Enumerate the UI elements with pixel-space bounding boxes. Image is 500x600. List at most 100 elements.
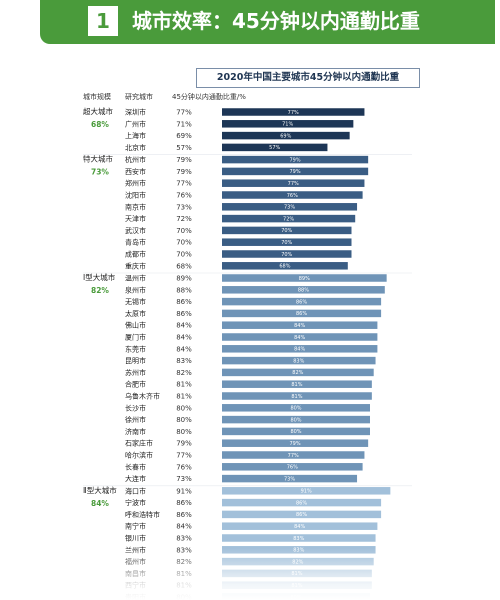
city-label: 宁波市: [125, 498, 146, 507]
bar-data-label: 71%: [282, 122, 293, 128]
city-label: 哈尔滨市: [125, 451, 153, 460]
city-label: 乌鲁木齐市: [125, 392, 160, 401]
bar: [222, 179, 365, 187]
city-label: 武汉市: [125, 226, 146, 235]
bar: [222, 463, 363, 471]
value-label: 70%: [176, 239, 192, 247]
column-header-city: 研究城市: [125, 92, 153, 101]
value-label: 82%: [176, 369, 192, 377]
bar: [222, 297, 382, 306]
city-label: 银川市: [125, 534, 146, 543]
bar: [222, 191, 363, 199]
bar-data-label: 84%: [294, 524, 305, 530]
bar: [222, 487, 391, 495]
bar: [222, 392, 372, 400]
bar: [222, 120, 354, 128]
bar-data-label: 77%: [288, 181, 299, 187]
bar: [222, 510, 382, 519]
value-label: 70%: [176, 227, 192, 235]
city-label: 苏州市: [125, 368, 146, 377]
bar-data-label: 79%: [290, 441, 301, 447]
bar-data-label: 68%: [279, 264, 290, 270]
city-label: 石家庄市: [125, 439, 153, 448]
city-label: 南宁市: [125, 522, 146, 531]
city-label: 厦门市: [125, 333, 146, 342]
value-label: 76%: [176, 192, 192, 200]
value-label: 81%: [176, 570, 192, 578]
bar: [222, 286, 385, 294]
city-label: 上海市: [125, 131, 146, 140]
bar-data-label: 81%: [291, 571, 302, 577]
city-label: 沈阳市: [125, 191, 146, 200]
value-label: 83%: [176, 546, 192, 554]
bar: [222, 226, 352, 235]
city-label: 青岛市: [125, 238, 146, 247]
value-label: 57%: [176, 144, 192, 152]
bar-data-label: 81%: [291, 583, 302, 589]
value-label: 72%: [176, 215, 192, 223]
bar: [222, 155, 369, 164]
value-label: 80%: [176, 416, 192, 424]
tier-share-label: 84%: [91, 499, 109, 508]
bar: [222, 274, 387, 282]
bar-data-label: 83%: [293, 536, 304, 542]
bar-data-label: 70%: [281, 252, 292, 258]
value-label: 77%: [176, 109, 192, 117]
tier-share-label: 73%: [91, 168, 109, 177]
bar: [222, 214, 356, 223]
city-label: 海口市: [125, 486, 146, 495]
city-label: 南京市: [125, 202, 146, 211]
value-label: 86%: [176, 310, 192, 318]
bar: [222, 534, 376, 542]
bar-data-label: 79%: [290, 169, 301, 175]
bar-data-label: 76%: [287, 193, 298, 199]
value-label: 80%: [176, 428, 192, 436]
bar: [222, 108, 365, 116]
bar: [222, 415, 370, 424]
value-label: 91%: [176, 487, 192, 495]
value-label: 73%: [176, 475, 192, 483]
bar-data-label: 81%: [291, 382, 302, 388]
value-label: 73%: [176, 203, 192, 211]
bar-data-label: 69%: [280, 133, 291, 139]
bar: [222, 368, 374, 377]
column-header-tier: 城市规模: [83, 92, 111, 101]
value-label: 84%: [176, 334, 192, 342]
bar: [222, 498, 382, 507]
value-label: 82%: [176, 558, 192, 566]
bar-data-label: 84%: [294, 335, 305, 341]
value-label: 76%: [176, 463, 192, 471]
bar: [222, 380, 372, 388]
bar: [222, 404, 370, 412]
bar-data-label: 80%: [290, 417, 301, 423]
city-label: 福州市: [125, 557, 146, 566]
section-header-banner: 1 城市效率：45分钟以内通勤比重: [40, 0, 495, 44]
value-label: 86%: [176, 499, 192, 507]
bar-data-label: 86%: [296, 512, 307, 518]
bar-data-label: 86%: [296, 500, 307, 506]
bar-data-label: 81%: [291, 394, 302, 400]
bar-data-label: 73%: [284, 205, 295, 211]
bar-data-label: 80%: [290, 406, 301, 412]
bar-data-label: 70%: [281, 240, 292, 246]
city-label: 呼和浩特市: [125, 510, 160, 519]
city-label: 深圳市: [125, 108, 146, 117]
bar-data-label: 82%: [292, 559, 303, 565]
value-label: 79%: [176, 156, 192, 164]
value-label: 86%: [176, 511, 192, 519]
bar-data-label: 57%: [269, 145, 280, 151]
city-label: 西宁市: [125, 581, 146, 590]
bar: [222, 321, 378, 329]
bar-data-label: 77%: [288, 453, 299, 459]
value-label: 81%: [176, 381, 192, 389]
bar: [222, 356, 376, 365]
bar: [222, 522, 378, 530]
tier-name-label: 超大城市: [83, 106, 113, 116]
value-label: 69%: [176, 132, 192, 140]
city-label: 长沙市: [125, 403, 146, 412]
city-label: 北京市: [125, 143, 146, 152]
city-label: 西安市: [125, 167, 146, 176]
value-label: 83%: [176, 357, 192, 365]
city-label: 南昌市: [125, 569, 146, 578]
